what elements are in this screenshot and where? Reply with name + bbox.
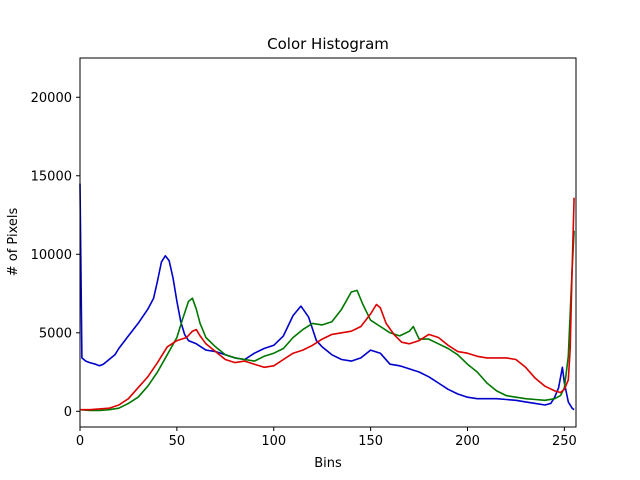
chart-title: Color Histogram bbox=[267, 35, 389, 53]
x-tick-label: 200 bbox=[455, 434, 480, 449]
y-tick-label: 0 bbox=[64, 405, 72, 420]
x-tick-label: 100 bbox=[261, 434, 286, 449]
x-tick-label: 250 bbox=[552, 434, 577, 449]
x-axis-label: Bins bbox=[314, 456, 342, 471]
y-tick-label: 20000 bbox=[31, 91, 72, 106]
x-tick-label: 0 bbox=[76, 434, 84, 449]
green-channel-line bbox=[79, 230, 575, 412]
plot-background bbox=[80, 58, 576, 427]
x-tick-label: 150 bbox=[358, 434, 383, 449]
blue-channel-line bbox=[79, 183, 575, 411]
y-tick-label: 15000 bbox=[31, 169, 72, 184]
x-axis: 0 50 100 150 200 250 bbox=[76, 427, 577, 449]
y-axis: 0 5000 10000 15000 20000 bbox=[31, 91, 80, 420]
x-tick-label: 50 bbox=[169, 434, 186, 449]
y-tick-label: 5000 bbox=[39, 326, 72, 341]
plot-frame bbox=[79, 57, 577, 428]
red-channel-line bbox=[80, 197, 575, 411]
y-axis-label: # of Pixels bbox=[6, 208, 21, 277]
series-layer bbox=[79, 183, 575, 412]
y-tick-label: 10000 bbox=[31, 248, 72, 263]
